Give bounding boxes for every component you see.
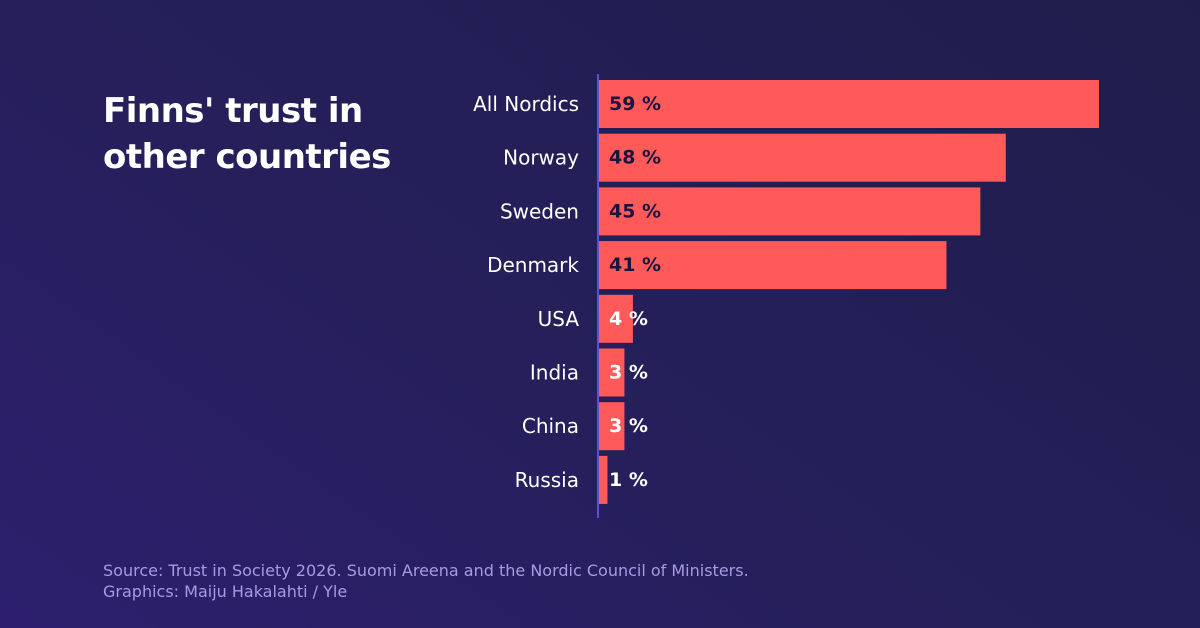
category-label-usa: USA bbox=[538, 307, 580, 331]
category-label-india: India bbox=[530, 361, 579, 385]
category-label-denmark: Denmark bbox=[487, 253, 579, 277]
value-label-india: 3 % bbox=[609, 362, 648, 384]
value-label-china: 3 % bbox=[609, 415, 648, 437]
category-label-all-nordics: All Nordics bbox=[473, 92, 579, 116]
value-label-all-nordics: 59 % bbox=[609, 93, 661, 115]
value-label-russia: 1 % bbox=[609, 469, 648, 491]
value-label-sweden: 45 % bbox=[609, 200, 661, 222]
chart-title: Finns' trust in other countries bbox=[103, 91, 391, 177]
graphics-credit: Graphics: Maiju Hakalahti / Yle bbox=[103, 582, 348, 601]
bar-denmark bbox=[599, 241, 947, 290]
bar-china bbox=[599, 402, 625, 451]
value-label-usa: 4 % bbox=[609, 308, 648, 330]
category-label-sweden: Sweden bbox=[500, 199, 579, 223]
bar-usa bbox=[599, 294, 633, 343]
bar-russia bbox=[599, 455, 608, 504]
bar-norway bbox=[599, 133, 1006, 182]
chart-footer: Source: Trust in Society 2026. Suomi Are… bbox=[103, 560, 749, 602]
category-label-norway: Norway bbox=[503, 146, 579, 170]
bar-india bbox=[599, 348, 625, 397]
value-label-norway: 48 % bbox=[609, 147, 661, 169]
category-label-china: China bbox=[522, 414, 579, 438]
value-label-denmark: 41 % bbox=[609, 254, 661, 276]
bar-all-nordics bbox=[599, 80, 1099, 128]
bar-sweden bbox=[599, 187, 981, 236]
category-label-russia: Russia bbox=[515, 468, 579, 492]
source-note: Source: Trust in Society 2026. Suomi Are… bbox=[103, 561, 749, 580]
